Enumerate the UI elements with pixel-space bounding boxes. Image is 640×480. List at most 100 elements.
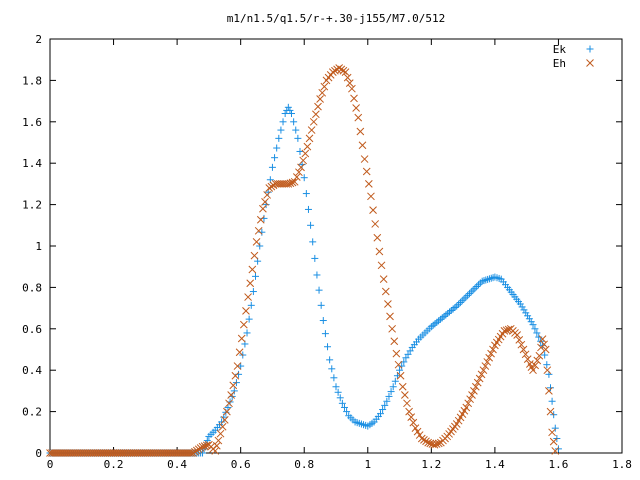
data-point-ek: [551, 424, 559, 432]
data-point-eh: [358, 141, 367, 150]
data-point-eh: [216, 429, 225, 438]
data-point-eh: [242, 307, 250, 315]
data-point-eh: [420, 436, 428, 444]
data-point-ek: [277, 126, 285, 134]
data-point-eh: [371, 220, 380, 228]
data-point-eh: [235, 348, 244, 357]
data-point-ek: [389, 383, 397, 391]
data-point-ek: [340, 403, 348, 411]
data-point-eh: [413, 427, 422, 436]
data-point-eh: [396, 371, 405, 380]
data-point-ek: [469, 286, 477, 294]
data-point-ek: [438, 314, 446, 322]
data-point-eh: [211, 447, 220, 455]
data-point-ek: [478, 277, 486, 285]
data-point-ek: [249, 288, 257, 296]
data-point-eh: [369, 206, 377, 214]
x-tick-label: 1.2: [421, 458, 441, 471]
data-point-ek: [429, 321, 437, 329]
data-point-ek: [451, 304, 459, 312]
data-point-ek: [286, 106, 294, 114]
data-point-eh: [267, 182, 276, 191]
data-point-eh: [515, 335, 524, 344]
data-point-eh: [367, 192, 375, 201]
data-point-ek: [433, 318, 441, 326]
data-point-ek: [455, 300, 463, 308]
data-point-ek: [543, 361, 551, 369]
data-point-ek: [273, 144, 281, 152]
x-tick-label: 0.6: [231, 458, 251, 471]
data-point-eh: [341, 68, 350, 76]
data-point-eh: [265, 184, 274, 192]
legend-marker-ek: [586, 45, 594, 53]
data-point-ek: [376, 410, 384, 418]
data-point-ek: [281, 110, 289, 118]
data-point-eh: [373, 233, 382, 242]
data-point-eh: [239, 320, 248, 329]
data-point-eh: [244, 293, 252, 301]
data-point-ek: [442, 311, 450, 319]
y-tick-label: 1.4: [22, 157, 42, 170]
data-point-ek: [516, 300, 524, 308]
data-point-eh: [305, 134, 314, 143]
data-point-ek: [431, 320, 439, 328]
data-point-eh: [462, 403, 471, 412]
data-point-ek: [279, 118, 287, 126]
data-point-eh: [466, 395, 474, 404]
data-point-eh: [335, 64, 344, 72]
data-point-eh: [540, 340, 548, 349]
series-eh: [46, 64, 560, 457]
y-tick-label: 1.8: [22, 74, 42, 87]
y-tick-label: 1.6: [22, 116, 42, 129]
data-point-ek: [321, 330, 329, 338]
data-point-eh: [202, 441, 211, 450]
data-point-eh: [411, 424, 420, 433]
data-point-eh: [362, 167, 371, 176]
data-point-eh: [345, 79, 354, 88]
data-point-ek: [436, 315, 444, 323]
data-point-eh: [256, 215, 265, 224]
data-point-eh: [263, 191, 272, 199]
data-point-eh: [424, 438, 433, 447]
data-point-ek: [482, 276, 490, 284]
data-point-eh: [214, 436, 223, 445]
data-point-ek: [458, 297, 466, 305]
data-point-eh: [290, 177, 299, 186]
data-point-eh: [549, 437, 558, 446]
data-point-ek: [524, 312, 532, 320]
data-point-ek: [271, 154, 279, 162]
data-point-eh: [360, 155, 369, 163]
x-tick-label: 0: [47, 458, 54, 471]
data-point-ek: [245, 315, 253, 323]
data-point-ek: [256, 242, 264, 250]
data-point-eh: [261, 197, 269, 206]
data-point-eh: [337, 65, 346, 74]
data-point-ek: [224, 403, 232, 411]
data-point-ek: [480, 277, 488, 285]
data-point-eh: [523, 355, 532, 364]
data-point-eh: [352, 104, 360, 112]
data-point-eh: [513, 331, 521, 339]
x-tick-label: 1.4: [485, 458, 505, 471]
data-point-eh: [468, 391, 476, 399]
data-point-eh: [269, 181, 278, 190]
legend-marker-eh: [586, 59, 594, 67]
data-point-ek: [525, 315, 533, 323]
x-tick-label: 0.2: [104, 458, 124, 471]
data-point-eh: [297, 163, 305, 172]
data-point-eh: [303, 142, 312, 151]
data-point-eh: [288, 178, 297, 187]
data-point-eh: [292, 173, 301, 181]
data-point-eh: [218, 422, 227, 431]
data-point-eh: [229, 381, 238, 390]
data-point-eh: [286, 179, 295, 188]
data-point-ek: [485, 275, 493, 283]
data-point-ek: [473, 283, 481, 291]
data-point-eh: [223, 407, 231, 416]
data-point-eh: [350, 94, 358, 103]
y-tick-label: 2: [35, 33, 42, 46]
data-point-eh: [225, 399, 233, 408]
data-point-eh: [485, 353, 494, 362]
data-point-ek: [311, 254, 319, 262]
x-tick-label: 1: [364, 458, 371, 471]
